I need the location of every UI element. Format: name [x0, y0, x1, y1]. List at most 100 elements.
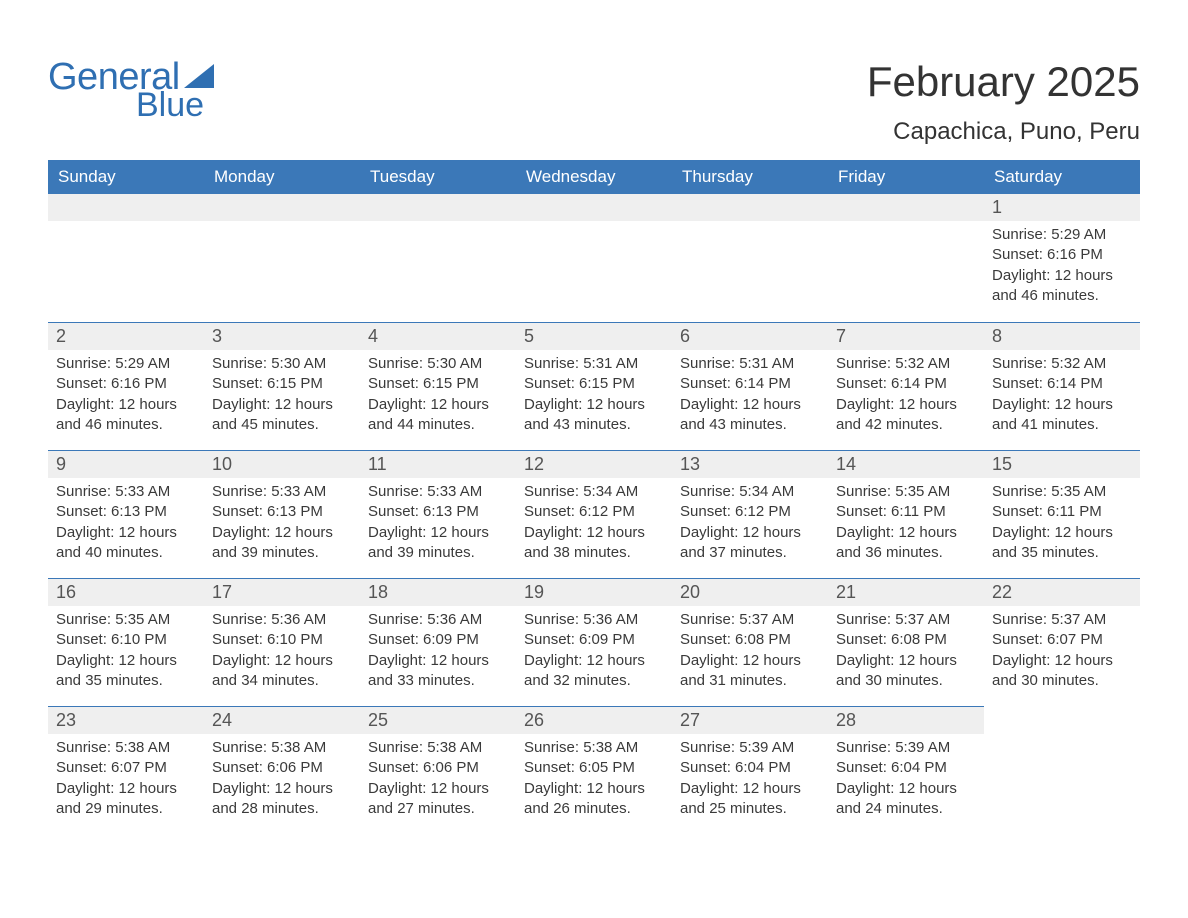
day-details: Sunrise: 5:36 AMSunset: 6:10 PMDaylight:… [204, 606, 360, 697]
daylight-text-2: and 37 minutes. [680, 543, 820, 563]
sunset-text: Sunset: 6:06 PM [368, 758, 508, 778]
empty-day-bar [48, 194, 204, 221]
title-block: February 2025 Capachica, Puno, Peru [867, 58, 1140, 146]
day-number: 13 [672, 450, 828, 478]
sunset-text: Sunset: 6:15 PM [368, 374, 508, 394]
day-cell: 9Sunrise: 5:33 AMSunset: 6:13 PMDaylight… [48, 450, 204, 578]
daylight-text-2: and 40 minutes. [56, 543, 196, 563]
day-number: 18 [360, 578, 516, 606]
day-cell: 14Sunrise: 5:35 AMSunset: 6:11 PMDayligh… [828, 450, 984, 578]
day-number: 21 [828, 578, 984, 606]
day-cell [984, 706, 1140, 834]
sunset-text: Sunset: 6:12 PM [680, 502, 820, 522]
sunrise-text: Sunrise: 5:35 AM [992, 482, 1132, 502]
day-details: Sunrise: 5:33 AMSunset: 6:13 PMDaylight:… [204, 478, 360, 569]
sunset-text: Sunset: 6:08 PM [836, 630, 976, 650]
daylight-text-2: and 41 minutes. [992, 415, 1132, 435]
day-cell: 10Sunrise: 5:33 AMSunset: 6:13 PMDayligh… [204, 450, 360, 578]
weekday-header: Monday [204, 160, 360, 194]
day-details: Sunrise: 5:38 AMSunset: 6:05 PMDaylight:… [516, 734, 672, 825]
day-cell: 21Sunrise: 5:37 AMSunset: 6:08 PMDayligh… [828, 578, 984, 706]
day-number: 27 [672, 706, 828, 734]
daylight-text-1: Daylight: 12 hours [680, 651, 820, 671]
sunset-text: Sunset: 6:07 PM [56, 758, 196, 778]
sunrise-text: Sunrise: 5:30 AM [368, 354, 508, 374]
sunset-text: Sunset: 6:04 PM [680, 758, 820, 778]
daylight-text-1: Daylight: 12 hours [836, 651, 976, 671]
day-cell [516, 194, 672, 322]
day-number: 25 [360, 706, 516, 734]
day-number: 24 [204, 706, 360, 734]
location-label: Capachica, Puno, Peru [867, 118, 1140, 146]
day-cell: 6Sunrise: 5:31 AMSunset: 6:14 PMDaylight… [672, 322, 828, 450]
day-details: Sunrise: 5:32 AMSunset: 6:14 PMDaylight:… [828, 350, 984, 441]
sunrise-text: Sunrise: 5:34 AM [524, 482, 664, 502]
day-cell: 18Sunrise: 5:36 AMSunset: 6:09 PMDayligh… [360, 578, 516, 706]
daylight-text-1: Daylight: 12 hours [368, 395, 508, 415]
day-cell: 8Sunrise: 5:32 AMSunset: 6:14 PMDaylight… [984, 322, 1140, 450]
day-number: 4 [360, 322, 516, 350]
weekday-header: Friday [828, 160, 984, 194]
day-number: 11 [360, 450, 516, 478]
day-cell: 5Sunrise: 5:31 AMSunset: 6:15 PMDaylight… [516, 322, 672, 450]
day-details: Sunrise: 5:35 AMSunset: 6:11 PMDaylight:… [984, 478, 1140, 569]
day-cell: 28Sunrise: 5:39 AMSunset: 6:04 PMDayligh… [828, 706, 984, 834]
day-number: 9 [48, 450, 204, 478]
day-cell: 3Sunrise: 5:30 AMSunset: 6:15 PMDaylight… [204, 322, 360, 450]
day-cell: 27Sunrise: 5:39 AMSunset: 6:04 PMDayligh… [672, 706, 828, 834]
day-details: Sunrise: 5:38 AMSunset: 6:06 PMDaylight:… [204, 734, 360, 825]
sunset-text: Sunset: 6:11 PM [836, 502, 976, 522]
day-details: Sunrise: 5:31 AMSunset: 6:15 PMDaylight:… [516, 350, 672, 441]
day-cell: 1Sunrise: 5:29 AMSunset: 6:16 PMDaylight… [984, 194, 1140, 322]
day-number: 3 [204, 322, 360, 350]
sunset-text: Sunset: 6:04 PM [836, 758, 976, 778]
week-row: 16Sunrise: 5:35 AMSunset: 6:10 PMDayligh… [48, 578, 1140, 706]
sunrise-text: Sunrise: 5:29 AM [992, 225, 1132, 245]
daylight-text-2: and 33 minutes. [368, 671, 508, 691]
day-cell: 12Sunrise: 5:34 AMSunset: 6:12 PMDayligh… [516, 450, 672, 578]
sunset-text: Sunset: 6:14 PM [992, 374, 1132, 394]
day-cell: 13Sunrise: 5:34 AMSunset: 6:12 PMDayligh… [672, 450, 828, 578]
sunrise-text: Sunrise: 5:33 AM [368, 482, 508, 502]
daylight-text-1: Daylight: 12 hours [212, 779, 352, 799]
day-number: 19 [516, 578, 672, 606]
sunrise-text: Sunrise: 5:32 AM [836, 354, 976, 374]
sunrise-text: Sunrise: 5:29 AM [56, 354, 196, 374]
day-details: Sunrise: 5:33 AMSunset: 6:13 PMDaylight:… [48, 478, 204, 569]
sunrise-text: Sunrise: 5:37 AM [680, 610, 820, 630]
daylight-text-1: Daylight: 12 hours [524, 523, 664, 543]
sunset-text: Sunset: 6:13 PM [212, 502, 352, 522]
day-details: Sunrise: 5:35 AMSunset: 6:10 PMDaylight:… [48, 606, 204, 697]
daylight-text-1: Daylight: 12 hours [212, 523, 352, 543]
daylight-text-2: and 34 minutes. [212, 671, 352, 691]
sunrise-text: Sunrise: 5:32 AM [992, 354, 1132, 374]
day-details: Sunrise: 5:35 AMSunset: 6:11 PMDaylight:… [828, 478, 984, 569]
day-details: Sunrise: 5:38 AMSunset: 6:06 PMDaylight:… [360, 734, 516, 825]
page-title: February 2025 [867, 58, 1140, 106]
daylight-text-2: and 32 minutes. [524, 671, 664, 691]
day-number: 8 [984, 322, 1140, 350]
daylight-text-2: and 35 minutes. [992, 543, 1132, 563]
day-cell [672, 194, 828, 322]
day-cell: 7Sunrise: 5:32 AMSunset: 6:14 PMDaylight… [828, 322, 984, 450]
weekday-header-row: SundayMondayTuesdayWednesdayThursdayFrid… [48, 160, 1140, 194]
sunset-text: Sunset: 6:11 PM [992, 502, 1132, 522]
daylight-text-1: Daylight: 12 hours [56, 651, 196, 671]
day-cell: 11Sunrise: 5:33 AMSunset: 6:13 PMDayligh… [360, 450, 516, 578]
day-details: Sunrise: 5:33 AMSunset: 6:13 PMDaylight:… [360, 478, 516, 569]
daylight-text-1: Daylight: 12 hours [56, 523, 196, 543]
sunset-text: Sunset: 6:09 PM [368, 630, 508, 650]
sunset-text: Sunset: 6:05 PM [524, 758, 664, 778]
sunrise-text: Sunrise: 5:38 AM [56, 738, 196, 758]
daylight-text-1: Daylight: 12 hours [368, 779, 508, 799]
day-details: Sunrise: 5:34 AMSunset: 6:12 PMDaylight:… [516, 478, 672, 569]
daylight-text-2: and 44 minutes. [368, 415, 508, 435]
daylight-text-2: and 39 minutes. [368, 543, 508, 563]
daylight-text-1: Daylight: 12 hours [524, 779, 664, 799]
daylight-text-1: Daylight: 12 hours [680, 395, 820, 415]
daylight-text-1: Daylight: 12 hours [836, 523, 976, 543]
daylight-text-2: and 45 minutes. [212, 415, 352, 435]
day-number: 1 [984, 194, 1140, 221]
sunset-text: Sunset: 6:10 PM [212, 630, 352, 650]
sunrise-text: Sunrise: 5:34 AM [680, 482, 820, 502]
